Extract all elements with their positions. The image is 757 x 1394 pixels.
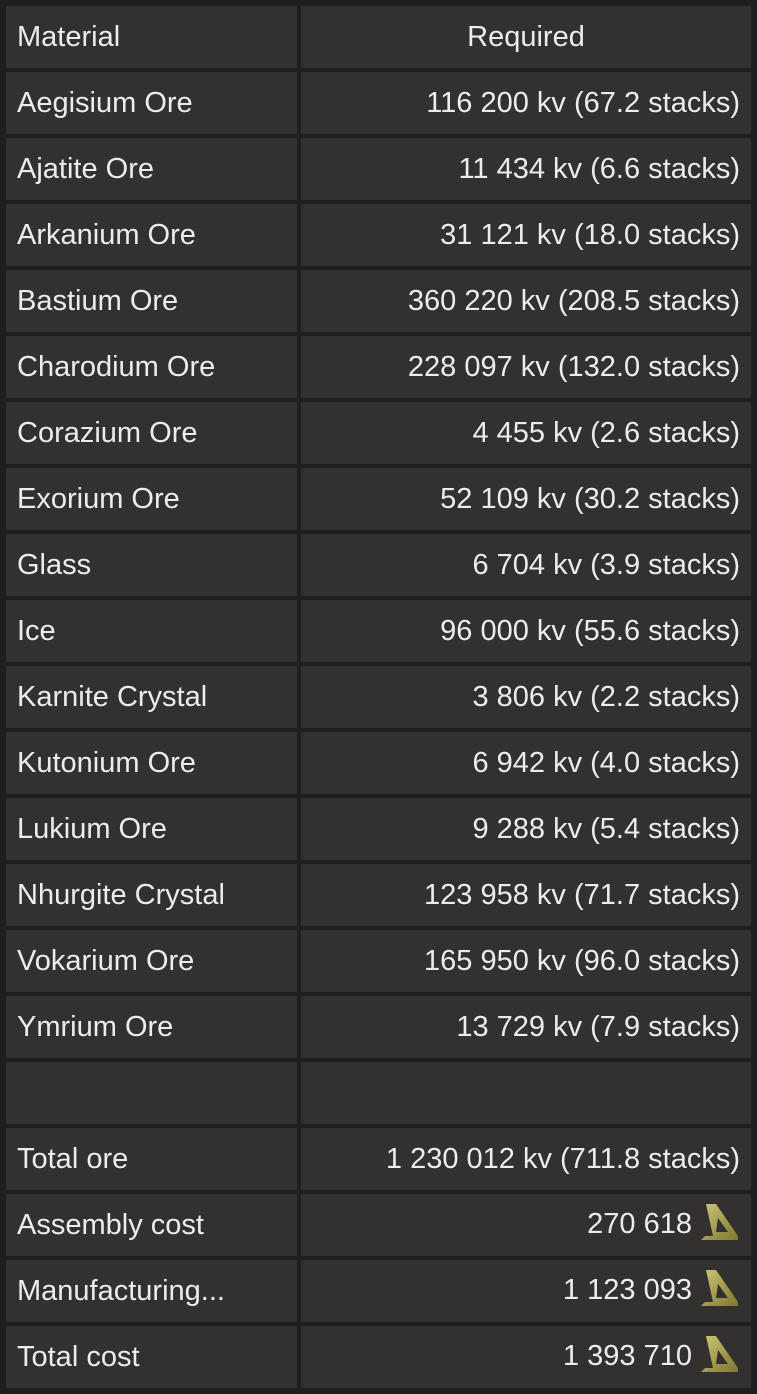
assembly-cost-row: Assembly cost 270 618	[6, 1194, 751, 1256]
blank-cell	[301, 1062, 751, 1124]
table-row[interactable]: Exorium Ore 52 109 kv (30.2 stacks)	[6, 468, 751, 530]
required-amount: 123 958 kv (71.7 stacks)	[301, 864, 751, 926]
manufacturing-cost-value: 1 123 093	[562, 1273, 692, 1306]
total-ore-row: Total ore 1 230 012 kv (711.8 stacks)	[6, 1128, 751, 1190]
table-row[interactable]: Bastium Ore 360 220 kv (208.5 stacks)	[6, 270, 751, 332]
table-row[interactable]: Karnite Crystal 3 806 kv (2.2 stacks)	[6, 666, 751, 728]
table-row[interactable]: Ajatite Ore 11 434 kv (6.6 stacks)	[6, 138, 751, 200]
table-row[interactable]: Charodium Ore 228 097 kv (132.0 stacks)	[6, 336, 751, 398]
material-name: Charodium Ore	[6, 336, 297, 398]
total-ore-value: 1 230 012 kv (711.8 stacks)	[301, 1128, 751, 1190]
material-name: Glass	[6, 534, 297, 596]
required-amount: 96 000 kv (55.6 stacks)	[301, 600, 751, 662]
required-amount: 228 097 kv (132.0 stacks)	[301, 336, 751, 398]
required-amount: 13 729 kv (7.9 stacks)	[301, 996, 751, 1058]
required-amount: 11 434 kv (6.6 stacks)	[301, 138, 751, 200]
material-name: Vokarium Ore	[6, 930, 297, 992]
total-cost-value: 1 393 710	[562, 1339, 692, 1372]
material-name: Nhurgite Crystal	[6, 864, 297, 926]
material-name: Karnite Crystal	[6, 666, 297, 728]
table-row[interactable]: Aegisium Ore 116 200 kv (67.2 stacks)	[6, 72, 751, 134]
material-name: Arkanium Ore	[6, 204, 297, 266]
table-row[interactable]: Lukium Ore 9 288 kv (5.4 stacks)	[6, 798, 751, 860]
material-name: Exorium Ore	[6, 468, 297, 530]
total-ore-label: Total ore	[6, 1128, 297, 1190]
required-amount: 165 950 kv (96.0 stacks)	[301, 930, 751, 992]
assembly-cost-label: Assembly cost	[6, 1194, 297, 1256]
column-header-required[interactable]: Required	[301, 6, 751, 68]
table-row[interactable]: Ymrium Ore 13 729 kv (7.9 stacks)	[6, 996, 751, 1058]
table-row[interactable]: Corazium Ore 4 455 kv (2.6 stacks)	[6, 402, 751, 464]
required-amount: 6 704 kv (3.9 stacks)	[301, 534, 751, 596]
table-header: Material Required	[6, 6, 751, 68]
total-cost-label: Total cost	[6, 1326, 297, 1388]
required-amount: 4 455 kv (2.6 stacks)	[301, 402, 751, 464]
manufacturing-cost-row: Manufacturing... 1 123 093	[6, 1260, 751, 1322]
material-name: Ymrium Ore	[6, 996, 297, 1058]
material-name: Bastium Ore	[6, 270, 297, 332]
required-amount: 116 200 kv (67.2 stacks)	[301, 72, 751, 134]
table-row[interactable]: Nhurgite Crystal 123 958 kv (71.7 stacks)	[6, 864, 751, 926]
table-row[interactable]: Ice 96 000 kv (55.6 stacks)	[6, 600, 751, 662]
table-row[interactable]: Kutonium Ore 6 942 kv (4.0 stacks)	[6, 732, 751, 794]
total-cost-cell: 1 393 710	[301, 1326, 751, 1388]
blank-cell	[6, 1062, 297, 1124]
required-amount: 6 942 kv (4.0 stacks)	[301, 732, 751, 794]
material-name: Aegisium Ore	[6, 72, 297, 134]
required-amount: 52 109 kv (30.2 stacks)	[301, 468, 751, 530]
required-amount: 9 288 kv (5.4 stacks)	[301, 798, 751, 860]
required-amount: 3 806 kv (2.2 stacks)	[301, 666, 751, 728]
material-name: Kutonium Ore	[6, 732, 297, 794]
blank-row	[6, 1062, 751, 1124]
required-amount: 31 121 kv (18.0 stacks)	[301, 204, 751, 266]
table-row[interactable]: Arkanium Ore 31 121 kv (18.0 stacks)	[6, 204, 751, 266]
assembly-cost-value: 270 618	[587, 1207, 692, 1240]
material-name: Corazium Ore	[6, 402, 297, 464]
material-name: Ice	[6, 600, 297, 662]
manufacturing-cost-cell: 1 123 093	[301, 1260, 751, 1322]
total-cost-row: Total cost 1 393 710	[6, 1326, 751, 1388]
required-amount: 360 220 kv (208.5 stacks)	[301, 270, 751, 332]
credits-icon	[701, 1336, 738, 1373]
assembly-cost-cell: 270 618	[301, 1194, 751, 1256]
credits-icon	[701, 1270, 738, 1307]
material-name: Lukium Ore	[6, 798, 297, 860]
material-name: Ajatite Ore	[6, 138, 297, 200]
column-header-material[interactable]: Material	[6, 6, 297, 68]
table-row[interactable]: Vokarium Ore 165 950 kv (96.0 stacks)	[6, 930, 751, 992]
credits-icon	[701, 1204, 738, 1241]
table-row[interactable]: Glass 6 704 kv (3.9 stacks)	[6, 534, 751, 596]
manufacturing-cost-label: Manufacturing...	[6, 1260, 297, 1322]
